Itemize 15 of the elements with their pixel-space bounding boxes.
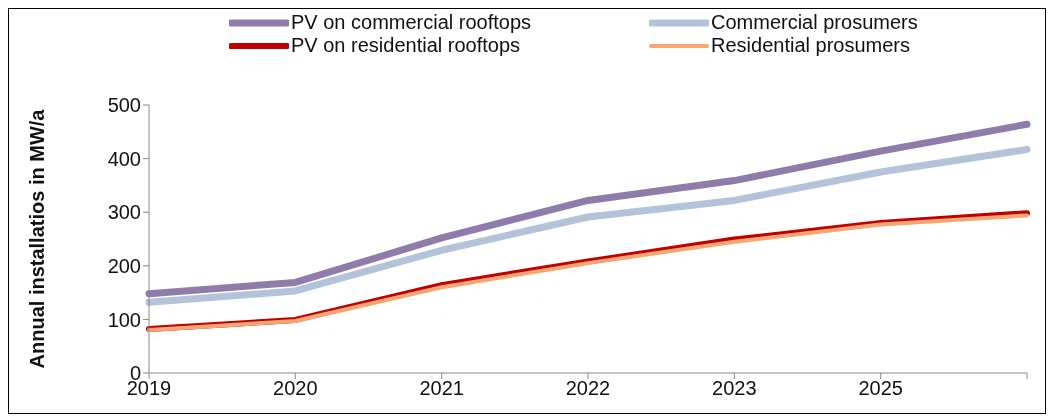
y-axis-title: Annual installatios in MW/a [26, 108, 49, 369]
legend-label: PV on commercial rooftops [291, 11, 532, 34]
x-tick-label: 2022 [565, 377, 611, 400]
x-tick-label: 2021 [419, 377, 464, 400]
y-tick-label: 100 [107, 308, 141, 331]
x-tick-label: 2020 [273, 377, 318, 400]
legend-label: Residential prosumers [711, 34, 910, 57]
legend-label: PV on residential rooftops [291, 34, 521, 57]
y-tick-label: 400 [107, 147, 141, 170]
y-tick-label: 300 [107, 201, 141, 224]
legend-label: Commercial prosumers [711, 11, 918, 34]
x-tick-label: 2023 [712, 377, 757, 400]
y-tick-label: 200 [107, 254, 141, 277]
x-tick-label: 2025 [858, 377, 903, 400]
y-tick-label: 500 [107, 94, 141, 117]
